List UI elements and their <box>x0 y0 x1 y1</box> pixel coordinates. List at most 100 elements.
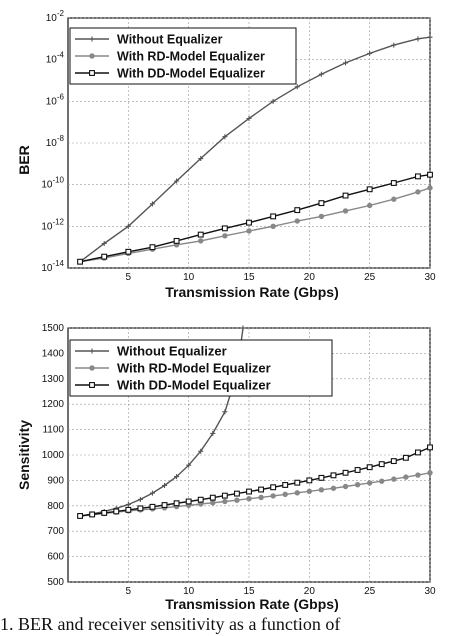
sensitivity-data-point <box>306 488 313 495</box>
ber-legend-marker <box>89 36 95 42</box>
sensitivity-x-axis-title: Transmission Rate (Gbps) <box>165 596 338 612</box>
sensitivity-y-axis-title: Sensitivity <box>16 420 32 490</box>
sensitivity-y-tick-label: 1500 <box>42 323 65 334</box>
sensitivity-y-tick-label: 600 <box>47 552 64 563</box>
ber-data-point <box>270 213 277 220</box>
ber-data-point <box>366 202 373 209</box>
ber-data-point <box>222 233 228 239</box>
sensitivity-data-point <box>415 472 421 478</box>
ber-data-point <box>415 189 421 195</box>
ber-legend: Without Equalizer With RD-Model Equalizer… <box>69 27 297 85</box>
sensitivity-series-square <box>77 444 433 519</box>
sensitivity-data-point <box>270 493 276 499</box>
ber-data-point <box>197 231 204 238</box>
ber-y-tick-label: 10-4 <box>46 51 65 66</box>
ber-data-point <box>366 186 373 193</box>
ber-data-point <box>415 36 421 42</box>
sensitivity-data-point <box>246 488 252 495</box>
ber-legend-label: With DD-Model Equalizer <box>117 67 265 81</box>
sensitivity-data-point <box>221 492 228 499</box>
sensitivity-data-point <box>125 506 132 513</box>
sensitivity-data-point <box>390 458 397 465</box>
sensitivity-legend-label: With RD-Model Equalizer <box>117 361 271 376</box>
ber-data-point <box>342 192 349 199</box>
sensitivity-data-point <box>330 485 337 491</box>
ber-data-point <box>149 244 156 251</box>
sensitivity-x-tick-label: 25 <box>364 586 376 597</box>
sensitivity-y-tick-label: 1200 <box>42 399 65 410</box>
sensitivity-y-tick-label: 900 <box>47 475 64 486</box>
sensitivity-x-tick-label: 20 <box>304 586 316 597</box>
ber-x-axis-title: Transmission Rate (Gbps) <box>165 284 338 300</box>
sensitivity-chart: Transmission Rate (Gbps) Sensitivity 5 10… <box>16 323 436 612</box>
sensitivity-data-point <box>318 474 325 481</box>
sensitivity-legend-box <box>69 339 333 397</box>
ber-data-point <box>173 237 180 244</box>
sensitivity-data-point <box>186 462 192 468</box>
ber-y-tick-label: 10-8 <box>46 134 65 149</box>
sensitivity-data-point <box>402 454 409 461</box>
sensitivity-data-point <box>306 477 313 484</box>
ber-x-tick-label: 20 <box>304 272 316 283</box>
sensitivity-data-point <box>427 470 433 476</box>
sensitivity-y-tick-label: 1100 <box>42 425 64 436</box>
sensitivity-data-point <box>185 498 192 505</box>
sensitivity-data-point <box>210 430 216 436</box>
ber-data-point <box>270 98 276 104</box>
ber-data-point <box>343 60 349 66</box>
sensitivity-legend-label: Without Equalizer <box>117 344 227 359</box>
sensitivity-data-point <box>210 500 216 506</box>
sensitivity-data-point <box>162 482 168 488</box>
sensitivity-x-tick-label: 5 <box>126 586 132 597</box>
sensitivity-data-point <box>258 486 265 493</box>
ber-data-point <box>221 225 228 232</box>
sensitivity-y-tick-label: 1300 <box>42 374 65 385</box>
ber-y-tick-label: 10-12 <box>41 217 64 232</box>
sensitivity-data-point <box>391 476 397 482</box>
sensitivity-data-point <box>427 444 433 451</box>
sensitivity-data-point <box>113 508 120 515</box>
ber-x-tick-label: 30 <box>424 272 436 283</box>
ber-legend-label: With RD-Model Equalizer <box>117 50 265 64</box>
ber-y-tick-label: 10-2 <box>46 9 65 24</box>
ber-data-point <box>318 213 325 220</box>
sensitivity-data-point <box>198 448 204 454</box>
sensitivity-data-point <box>294 479 301 486</box>
ber-data-point <box>367 50 373 56</box>
sensitivity-data-point <box>222 409 228 415</box>
ber-data-point <box>198 238 204 244</box>
ber-data-point <box>149 201 155 207</box>
sensitivity-data-point <box>234 497 240 503</box>
sensitivity-legend-label: With DD-Model Equalizer <box>117 378 271 393</box>
ber-data-point <box>101 253 108 260</box>
ber-data-point <box>174 178 180 184</box>
ber-y-tick-label: 10-14 <box>41 259 64 274</box>
ber-data-point <box>294 218 300 224</box>
ber-data-point <box>125 248 132 255</box>
sensitivity-data-point <box>342 483 349 490</box>
ber-x-tick-label: 15 <box>243 272 255 283</box>
ber-data-point <box>246 115 252 121</box>
sensitivity-y-tick-label: 800 <box>47 501 64 512</box>
sensitivity-legend-marker <box>89 348 95 354</box>
ber-x-tick-label: 25 <box>364 272 376 283</box>
ber-series-circle <box>77 185 433 265</box>
sensitivity-data-point <box>246 495 252 502</box>
sensitivity-data-point <box>318 487 325 493</box>
ber-data-point <box>222 134 228 140</box>
sensitivity-y-tick-label: 700 <box>47 526 64 537</box>
ber-x-tick-label: 5 <box>126 272 132 283</box>
sensitivity-x-tick-label: 15 <box>243 586 255 597</box>
sensitivity-data-point <box>414 449 421 456</box>
sensitivity-data-point <box>137 496 143 502</box>
sensitivity-data-point <box>125 502 131 508</box>
sensitivity-data-point <box>197 496 204 503</box>
ber-y-tick-label: 10-6 <box>46 92 65 107</box>
ber-data-point <box>427 185 433 191</box>
ber-series-plus <box>77 34 433 265</box>
sensitivity-data-point <box>174 474 180 480</box>
sensitivity-data-point <box>282 482 289 488</box>
sensitivity-data-point <box>209 494 216 501</box>
sensitivity-data-point <box>89 511 96 518</box>
sensitivity-data-point <box>294 490 300 496</box>
